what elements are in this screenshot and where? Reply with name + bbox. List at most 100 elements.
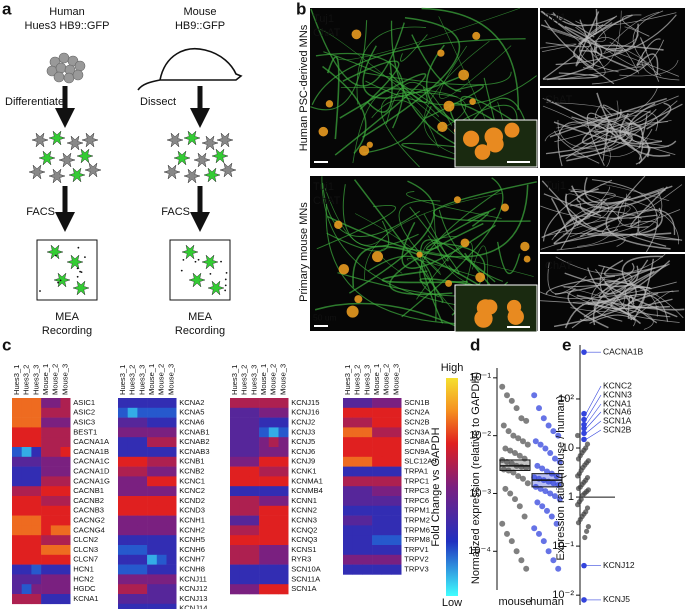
neurite bbox=[558, 63, 648, 80]
heatmap-cell bbox=[343, 496, 353, 507]
heatmap-cell bbox=[372, 486, 383, 497]
neurite bbox=[565, 193, 672, 236]
heatmap-cell bbox=[166, 496, 177, 507]
neurite bbox=[576, 48, 595, 69]
heatmap-cell bbox=[127, 603, 138, 609]
heatmap-cell bbox=[362, 466, 373, 477]
heatmap-cell bbox=[268, 496, 279, 507]
heatmap-cell bbox=[268, 574, 279, 585]
column-label: Hues3_2 bbox=[22, 365, 31, 395]
row-label: SCN11A bbox=[291, 574, 321, 583]
heatmap-cell bbox=[362, 515, 373, 526]
heatmap-cell bbox=[147, 584, 158, 595]
heatmap-cell bbox=[12, 564, 22, 575]
neuron bbox=[68, 167, 86, 183]
row-label: ASIC2 bbox=[73, 408, 95, 417]
leader-line bbox=[585, 394, 602, 420]
heatmap-cell bbox=[249, 525, 260, 536]
heatmap-cell bbox=[239, 525, 250, 536]
data-point bbox=[534, 499, 541, 506]
heatmap-cell bbox=[156, 545, 167, 556]
heatmap-cell bbox=[137, 535, 148, 546]
data-point bbox=[550, 557, 557, 564]
neurite bbox=[546, 102, 633, 145]
data-point bbox=[575, 485, 582, 492]
heatmap-cell bbox=[259, 564, 270, 575]
heatmap-cell bbox=[352, 554, 363, 565]
heatmap-cell bbox=[156, 535, 167, 546]
heatmap-cell bbox=[21, 486, 32, 497]
neurite bbox=[569, 202, 639, 237]
heatmap-cell bbox=[156, 466, 167, 477]
heatmap-cell bbox=[259, 545, 270, 556]
row-label: CACNG4 bbox=[73, 525, 105, 534]
heatmap-cell bbox=[60, 535, 71, 546]
row-label: SCN9A bbox=[404, 447, 430, 456]
row-label: CACNB2 bbox=[73, 496, 104, 505]
data-point bbox=[550, 480, 557, 487]
heatmap-cell bbox=[12, 554, 22, 565]
neurite bbox=[381, 270, 468, 284]
neurite bbox=[551, 210, 642, 241]
heatmap-cell bbox=[137, 603, 148, 609]
heatmap-cell bbox=[278, 407, 289, 418]
heatmap-cell bbox=[31, 535, 42, 546]
neuron bbox=[84, 162, 102, 178]
neurite bbox=[566, 126, 633, 162]
heatmap-cell bbox=[127, 564, 138, 575]
heatmap-cell bbox=[127, 466, 138, 477]
heatmap-cell bbox=[127, 594, 138, 605]
neurite bbox=[571, 188, 679, 245]
neurite bbox=[547, 262, 587, 295]
heatmap-cell bbox=[137, 417, 148, 428]
neuron bbox=[183, 168, 201, 184]
column-label: Mouse_3 bbox=[60, 364, 69, 395]
heatmap-cell bbox=[268, 476, 279, 487]
heatmap-cell bbox=[372, 417, 383, 428]
heatmap-cell bbox=[239, 437, 250, 448]
row-label: KCNH8 bbox=[179, 565, 205, 574]
heatmap-cell bbox=[60, 574, 71, 585]
mouse-icon bbox=[137, 48, 243, 91]
neurite bbox=[353, 179, 444, 303]
heatmap-cell bbox=[12, 574, 22, 585]
neurite bbox=[325, 204, 486, 325]
column-label: Hues3_3 bbox=[137, 365, 146, 395]
heatmap-cell bbox=[362, 496, 373, 507]
neurite bbox=[349, 180, 435, 294]
heatmap-cell bbox=[249, 437, 260, 448]
heatmap-cell bbox=[343, 515, 353, 526]
heatmap-cell bbox=[362, 554, 373, 565]
heatmap-cell bbox=[41, 476, 52, 487]
heatmap-cell bbox=[21, 535, 32, 546]
heatmap-cell bbox=[31, 466, 42, 477]
heatmap-cell bbox=[156, 417, 167, 428]
heatmap-cell bbox=[21, 427, 32, 438]
heatmap-cell bbox=[166, 564, 177, 575]
data-point bbox=[513, 548, 520, 555]
data-point bbox=[508, 538, 515, 545]
neurite bbox=[593, 290, 679, 322]
heatmap-cell bbox=[259, 447, 270, 458]
heatmap-cell bbox=[147, 447, 158, 458]
heatmap-cell bbox=[156, 603, 167, 609]
dot bbox=[59, 279, 62, 282]
y-axis-label: Expression ratio (mouse / human) bbox=[555, 395, 567, 560]
heatmap-cell bbox=[118, 427, 128, 438]
heatmap-cell bbox=[239, 456, 250, 467]
heatmap-cell bbox=[50, 545, 61, 556]
heatmap-cell bbox=[268, 417, 279, 428]
data-point bbox=[531, 474, 538, 481]
soma bbox=[520, 241, 530, 252]
data-point bbox=[575, 502, 581, 508]
heatmap-cell bbox=[352, 466, 363, 477]
heatmap-cell bbox=[352, 407, 363, 418]
data-point bbox=[515, 435, 522, 442]
leader-line bbox=[585, 420, 602, 434]
heatmap-cell bbox=[50, 564, 61, 575]
heatmap-cell bbox=[391, 476, 402, 487]
inset bbox=[454, 284, 538, 333]
dot bbox=[224, 289, 227, 292]
neurite bbox=[362, 17, 461, 138]
